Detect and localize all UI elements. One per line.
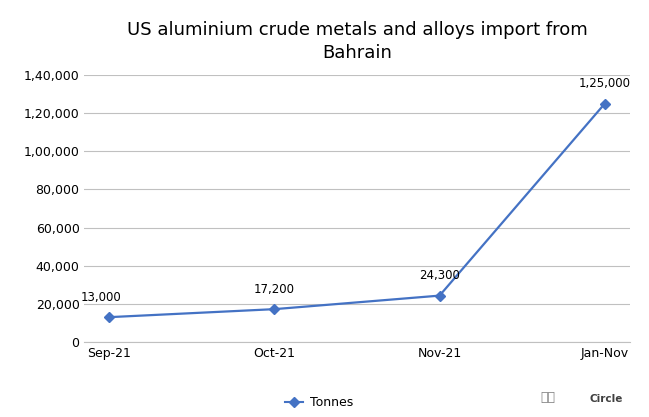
Tonnes	[601, 101, 609, 106]
Text: 13,000: 13,000	[80, 291, 121, 304]
Tonnes	[271, 306, 278, 311]
Text: 17,200: 17,200	[254, 283, 295, 296]
Text: Circle: Circle	[590, 394, 623, 404]
Tonnes	[435, 293, 443, 298]
Tonnes	[105, 315, 113, 320]
Title: US aluminium crude metals and alloys import from
Bahrain: US aluminium crude metals and alloys imp…	[127, 21, 587, 63]
Text: 1,25,000: 1,25,000	[579, 77, 631, 90]
Text: ⒶⓈ: ⒶⓈ	[540, 392, 555, 404]
Text: 24,300: 24,300	[419, 269, 460, 282]
Legend: Tonnes: Tonnes	[280, 391, 358, 414]
Line: Tonnes: Tonnes	[106, 100, 608, 321]
